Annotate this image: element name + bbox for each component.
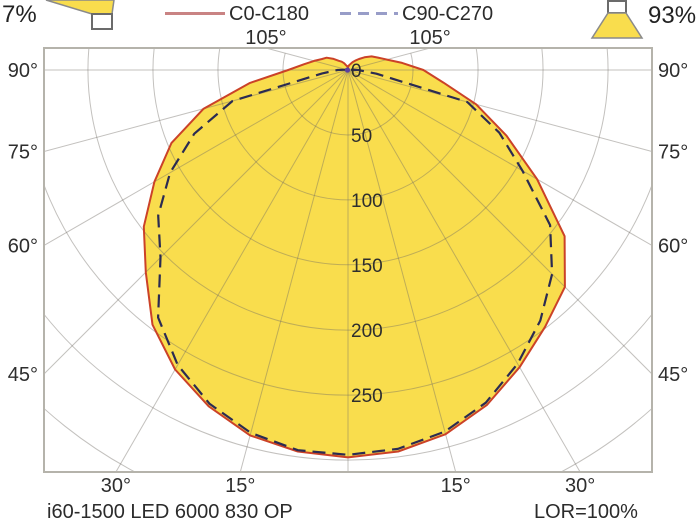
angle-label-left-60: 60° [8,236,38,258]
radial-line-15 [347,69,457,472]
ring-label-150: 150 [351,256,383,277]
curve-c0-c180 [142,55,566,459]
legend-label-c0-c180: C0-C180 [229,3,310,25]
beam-fill [143,56,565,458]
ring-label-100: 100 [351,191,383,212]
angle-label-left-90: 90° [8,60,38,82]
radial-line-105 [347,48,431,71]
ring-label-0: 0 [351,61,362,82]
legend-swatch-c90-c270 [340,12,398,15]
lor-label: LOR=100% [534,501,638,523]
angle-label-left-30: 30° [101,475,131,497]
radial-line-30 [347,69,581,472]
angle-label-left-45: 45° [8,364,38,386]
radial-line--15 [239,69,349,472]
legend-swatch-c0-c180 [165,12,225,15]
angle-label-right-15: 15° [441,475,471,497]
origin-dot [344,67,351,73]
angle-label-left-75: 75° [8,142,38,164]
uplight-icon [45,0,115,30]
uplight-percent-label: 7% [2,1,37,28]
angle-label-right-105: 105° [409,27,450,49]
ring-50 [282,53,414,136]
luminaire-title: i60-1500 LED 6000 830 OP [47,501,293,523]
radial-line--45 [44,69,349,375]
ring-label-50: 50 [351,126,372,147]
legend-label-c90-c270: C90-C270 [402,3,494,25]
plot-frame [43,47,653,473]
radial-line-45 [347,69,652,375]
radial-line-60 [347,69,652,246]
ring-label-250: 250 [351,386,383,407]
angle-label-left-105: 105° [245,27,286,49]
angle-label-right-45: 45° [658,364,688,386]
ring-150 [152,48,544,266]
radial-line-75 [347,69,652,152]
angle-label-right-75: 75° [658,142,688,164]
angle-label-left-15: 15° [225,475,255,497]
angle-label-right-30: 30° [565,475,595,497]
radial-line--75 [44,69,349,152]
radial-line--105 [265,48,349,71]
downlight-percent-label: 93% [648,2,697,29]
ring-300 [44,313,652,461]
ring-250 [44,183,652,396]
radial-line--30 [115,69,349,472]
radial-line--60 [44,69,349,246]
angle-label-right-60: 60° [658,236,688,258]
downlight-icon [590,0,644,39]
ring-label-200: 200 [351,321,383,342]
ring-200 [87,48,609,331]
angle-label-right-90: 90° [658,60,688,82]
